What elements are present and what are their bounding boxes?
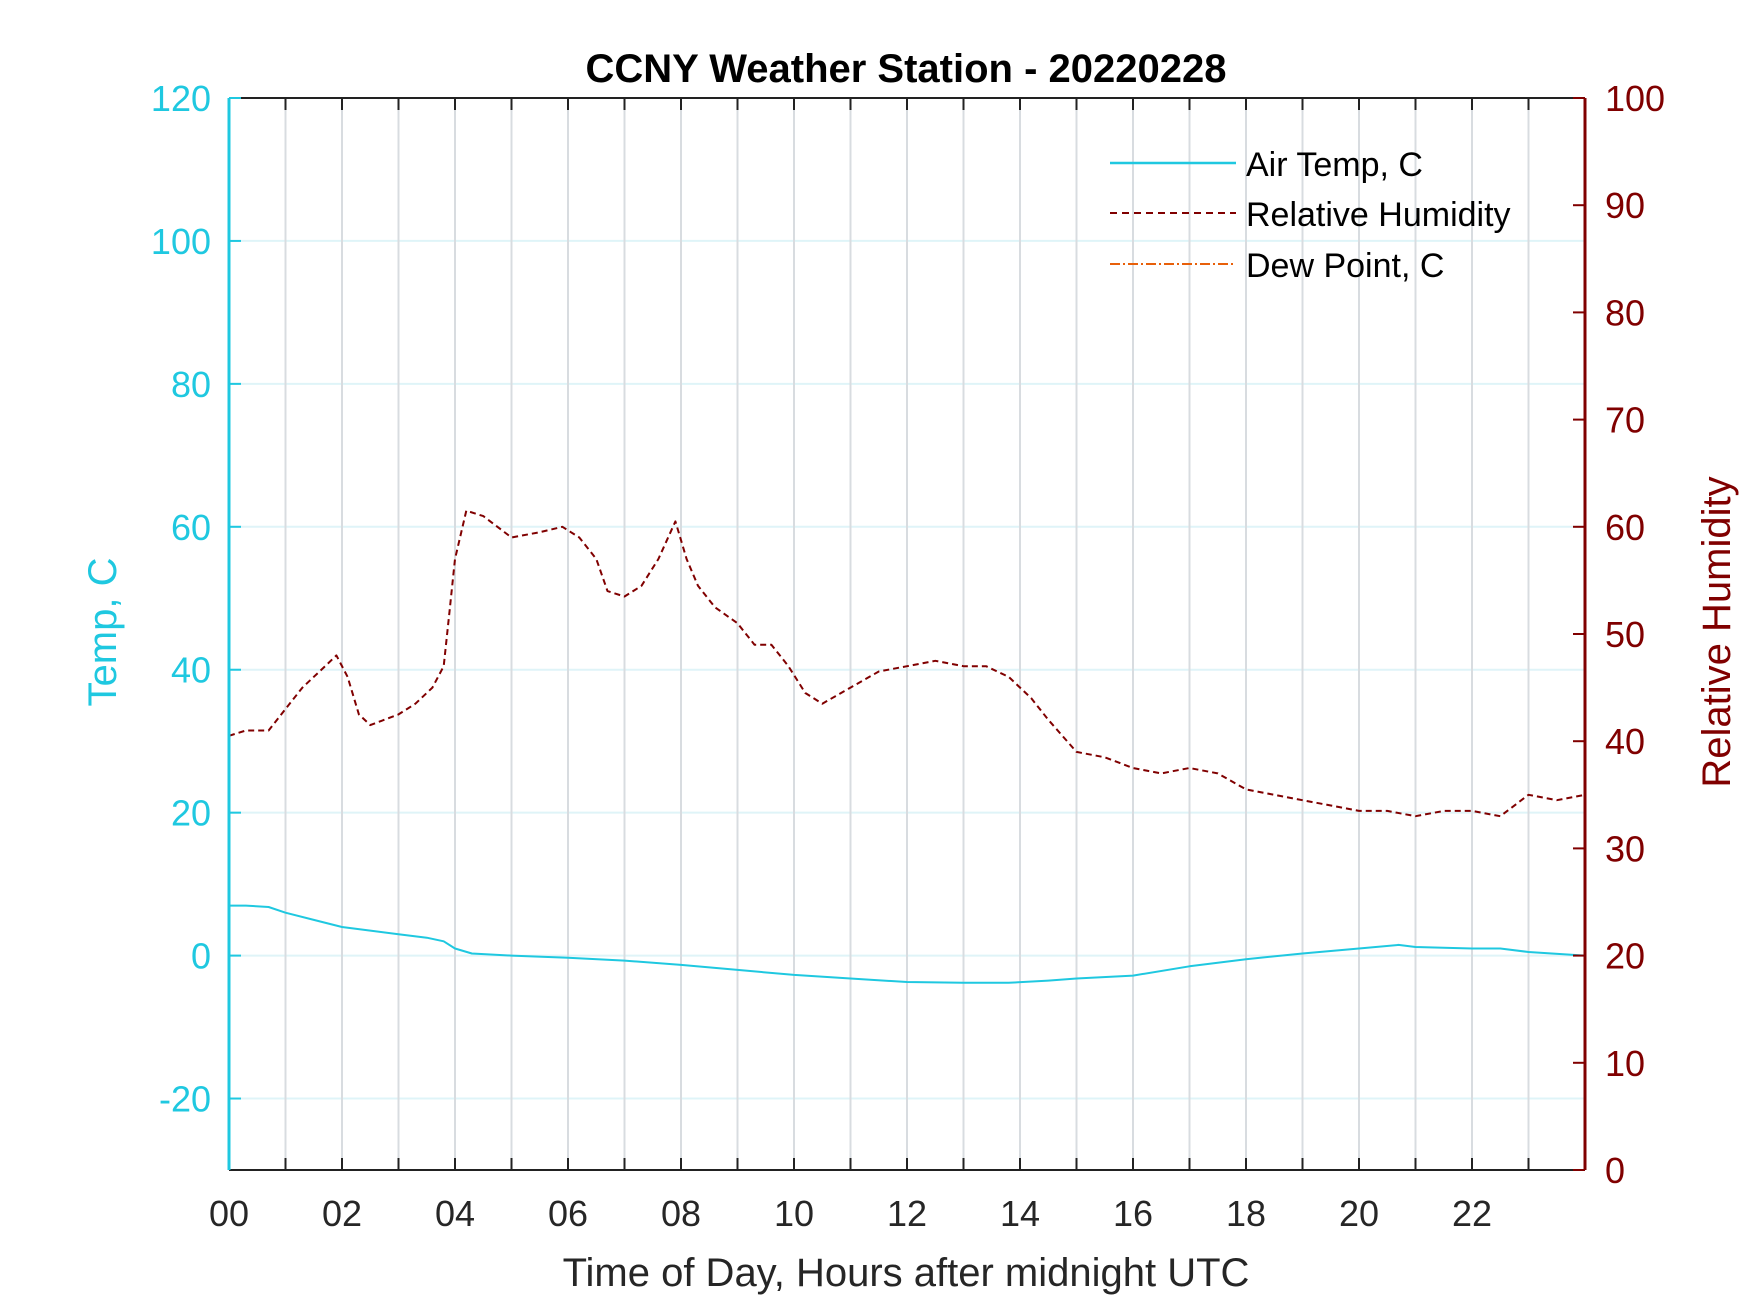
y-right-tick-label: 50 [1605, 614, 1645, 655]
x-tick-label: 08 [661, 1193, 701, 1234]
y-right-tick-label: 100 [1605, 78, 1665, 119]
x-tick-label: 10 [774, 1193, 814, 1234]
vertical-gridlines [284, 98, 1530, 1170]
x-tick-label: 12 [887, 1193, 927, 1234]
y-left-axis-title: Temp, C [81, 558, 125, 707]
legend: Air Temp, C Relative Humidity Dew Point,… [1110, 146, 1511, 285]
x-tick-label: 22 [1452, 1193, 1492, 1234]
axes-layer: 00 02 04 06 08 10 12 14 16 18 20 22-200204060801001… [151, 78, 1665, 1234]
y-right-tick-label: 30 [1605, 828, 1645, 869]
humidity-line [228, 509, 1586, 818]
y-right-tick-label: 10 [1605, 1043, 1645, 1084]
legend-label-air-temp: Air Temp, C [1246, 146, 1423, 184]
x-tick-label: 20 [1339, 1193, 1379, 1234]
y-right-tick-label: 60 [1605, 507, 1645, 548]
y-right-tick-label: 80 [1605, 292, 1645, 333]
x-tick-label: 02 [322, 1193, 362, 1234]
x-tick-label: 18 [1226, 1193, 1266, 1234]
legend-label-dew-point: Dew Point, C [1246, 247, 1444, 285]
y-left-tick-label: 100 [151, 221, 211, 262]
y-right-tick-label: 70 [1605, 400, 1645, 441]
series-layer [228, 509, 1586, 984]
x-tick-label: 14 [1000, 1193, 1040, 1234]
y-right-tick-label: 20 [1605, 936, 1645, 977]
y-right-tick-label: 0 [1605, 1150, 1625, 1191]
x-tick-label: 00 [209, 1193, 249, 1234]
y-left-tick-label: 60 [171, 507, 211, 548]
y-right-tick-label: 90 [1605, 185, 1645, 226]
y-left-tick-label: 80 [171, 364, 211, 405]
y-left-tick-label: 40 [171, 650, 211, 691]
y-right-axis-title: Relative Humidity [1695, 476, 1739, 787]
y-left-tick-label: 0 [191, 936, 211, 977]
y-left-tick-label: 20 [171, 793, 211, 834]
legend-label-humidity: Relative Humidity [1246, 196, 1511, 234]
x-tick-label: 04 [435, 1193, 475, 1234]
chart-title: CCNY Weather Station - 20220228 [586, 47, 1227, 91]
air-temp-line [229, 904, 1586, 984]
x-tick-label: 16 [1113, 1193, 1153, 1234]
y-left-tick-label: 120 [151, 78, 211, 119]
x-tick-label: 06 [548, 1193, 588, 1234]
x-axis-title: Time of Day, Hours after midnight UTC [563, 1251, 1250, 1295]
y-right-tick-label: 40 [1605, 721, 1645, 762]
y-left-tick-label: -20 [159, 1079, 211, 1120]
